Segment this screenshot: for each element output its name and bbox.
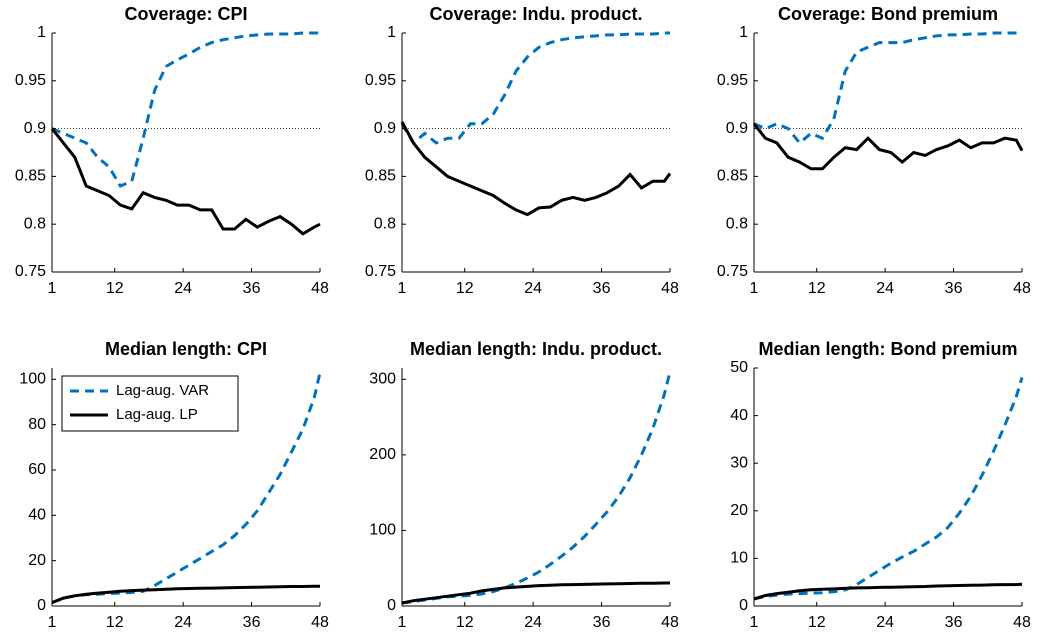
- x-tick-label: 1: [750, 614, 759, 631]
- legend-label: Lag-aug. VAR: [116, 382, 209, 399]
- x-tick-label: 12: [456, 280, 474, 297]
- y-tick-label: 0: [739, 597, 748, 614]
- y-tick-label: 20: [730, 502, 748, 519]
- y-tick-label: 0.8: [24, 215, 46, 232]
- series-line: [401, 581, 670, 605]
- y-tick-label: 300: [369, 371, 396, 388]
- y-tick-label: 0.9: [24, 120, 46, 137]
- x-tick-label: 24: [876, 614, 894, 631]
- y-tick-label: 200: [369, 446, 396, 463]
- chart-title: Coverage: CPI: [124, 4, 247, 24]
- series-line: [753, 377, 1024, 601]
- x-tick-label: 12: [808, 280, 826, 297]
- series-line: [50, 127, 321, 236]
- x-tick-label: 1: [398, 280, 407, 297]
- x-tick-label: 1: [48, 280, 57, 297]
- series-line: [753, 31, 1022, 146]
- x-tick-label: 36: [243, 614, 261, 631]
- y-tick-label: 0.75: [15, 263, 46, 280]
- y-tick-label: 0.85: [365, 168, 396, 185]
- x-tick-label: 36: [945, 614, 963, 631]
- series-line: [51, 31, 320, 188]
- y-tick-label: 40: [28, 507, 46, 524]
- x-tick-label: 1: [48, 614, 57, 631]
- series-line: [400, 121, 672, 217]
- y-tick-label: 0.95: [365, 72, 396, 89]
- y-tick-label: 80: [28, 416, 46, 433]
- y-tick-label: 0.85: [717, 168, 748, 185]
- x-tick-label: 48: [661, 614, 679, 631]
- chart-title: Median length: Indu. product.: [410, 339, 662, 359]
- y-tick-label: 1: [739, 24, 748, 41]
- series-line: [753, 582, 1023, 601]
- y-tick-label: 50: [730, 359, 748, 376]
- x-tick-label: 1: [398, 614, 407, 631]
- x-tick-label: 36: [945, 280, 963, 297]
- x-tick-label: 12: [456, 614, 474, 631]
- y-tick-label: 100: [369, 522, 396, 539]
- x-tick-label: 48: [311, 280, 329, 297]
- y-tick-label: 60: [28, 461, 46, 478]
- x-tick-label: 24: [876, 280, 894, 297]
- chart-title: Coverage: Bond premium: [778, 4, 998, 24]
- chart-title: Median length: CPI: [105, 339, 267, 359]
- x-tick-label: 36: [243, 280, 261, 297]
- y-tick-label: 0: [387, 597, 396, 614]
- x-tick-label: 24: [524, 614, 542, 631]
- y-tick-label: 0.8: [374, 215, 396, 232]
- legend-box: [61, 375, 239, 432]
- y-tick-label: 100: [19, 371, 46, 388]
- x-tick-label: 12: [808, 614, 826, 631]
- x-tick-label: 24: [174, 280, 192, 297]
- legend-label: Lag-aug. LP: [116, 406, 198, 423]
- series-line: [51, 584, 320, 604]
- x-tick-label: 24: [174, 614, 192, 631]
- y-tick-label: 30: [730, 454, 748, 471]
- x-tick-label: 36: [593, 614, 611, 631]
- series-line: [752, 122, 1024, 171]
- y-tick-label: 0.75: [717, 263, 748, 280]
- y-tick-label: 0.85: [15, 168, 46, 185]
- x-tick-label: 48: [311, 614, 329, 631]
- y-tick-label: 0.75: [365, 263, 396, 280]
- y-tick-label: 0.9: [374, 120, 396, 137]
- series-line: [401, 371, 672, 605]
- x-tick-label: 1: [750, 280, 759, 297]
- y-tick-label: 1: [387, 24, 396, 41]
- y-tick-label: 1: [37, 24, 46, 41]
- y-tick-label: 0.9: [726, 120, 748, 137]
- y-tick-label: 0.95: [717, 72, 748, 89]
- x-tick-label: 12: [106, 614, 124, 631]
- series-line: [400, 31, 670, 146]
- x-tick-label: 36: [593, 280, 611, 297]
- y-tick-label: 0.95: [15, 72, 46, 89]
- y-tick-label: 40: [730, 407, 748, 424]
- x-tick-label: 48: [1013, 280, 1031, 297]
- x-tick-label: 48: [1013, 614, 1031, 631]
- y-tick-label: 10: [730, 550, 748, 567]
- x-tick-label: 24: [524, 280, 542, 297]
- y-tick-label: 0.8: [726, 215, 748, 232]
- chart-title: Coverage: Indu. product.: [429, 4, 642, 24]
- x-tick-label: 48: [661, 280, 679, 297]
- x-tick-label: 12: [106, 280, 124, 297]
- y-tick-label: 20: [28, 552, 46, 569]
- y-tick-label: 0: [37, 597, 46, 614]
- chart-title: Median length: Bond premium: [759, 339, 1018, 359]
